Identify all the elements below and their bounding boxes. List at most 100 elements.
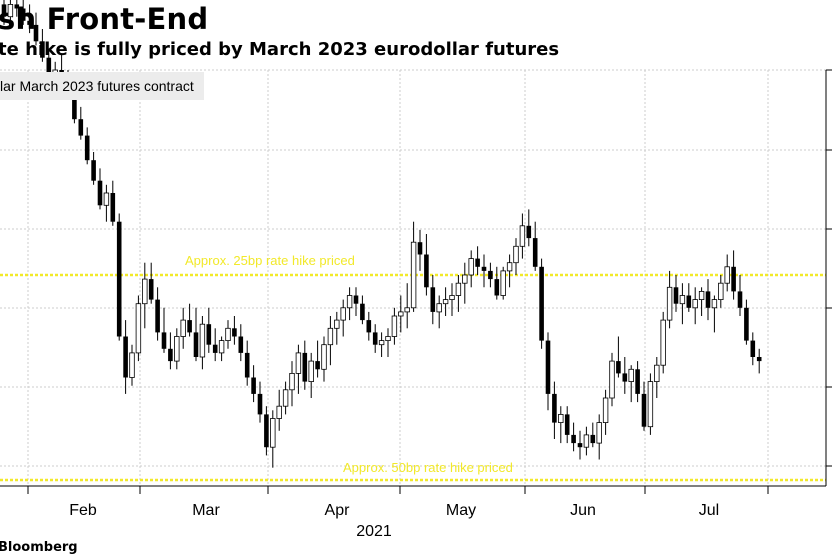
candle-65: [417, 229, 423, 271]
candle-body: [346, 295, 353, 309]
candle-44: [282, 381, 289, 415]
candle-body: [84, 135, 90, 161]
candle-body: [1, 4, 7, 17]
candle-body: [168, 348, 173, 362]
x-tick-label-1: Mar: [192, 502, 220, 519]
candle-body: [110, 193, 116, 222]
candle-body: [40, 41, 45, 58]
candle-83: [532, 221, 538, 271]
candle-body: [295, 352, 302, 374]
candle-body: [282, 389, 289, 407]
right-y-axis: [825, 69, 832, 486]
candle-body: [705, 291, 711, 308]
candle-84: [539, 258, 544, 349]
candle-74: [475, 246, 480, 275]
candle-body: [545, 340, 551, 394]
candle-105: [673, 275, 679, 312]
candle-body: [724, 266, 730, 284]
candle-body: [155, 299, 160, 333]
candle-body: [666, 286, 673, 321]
candle-body: [481, 266, 487, 271]
candle-body: [744, 307, 749, 341]
candle-body: [161, 332, 167, 349]
annotation-label-0: Approx. 25bp rate hike priced: [185, 253, 355, 268]
candle-58: [372, 324, 378, 353]
candle-body: [103, 192, 110, 206]
candle-body: [417, 242, 423, 255]
candle-body: [647, 381, 654, 428]
candle-body: [321, 344, 327, 370]
candle-body: [264, 414, 269, 448]
candle-18: [116, 213, 122, 341]
candle-body: [698, 290, 705, 300]
candle-31: [199, 316, 206, 370]
candle-68: [436, 295, 442, 329]
candle-body: [148, 279, 154, 300]
x-tick-label-2: Apr: [325, 502, 351, 519]
candle-103: [660, 311, 666, 374]
candle-body: [308, 360, 314, 383]
candle-body: [27, 20, 32, 25]
candle-body: [206, 324, 212, 345]
candle-5: [33, 12, 39, 46]
candle-body: [218, 340, 225, 354]
candle-71: [455, 275, 462, 312]
candle-42: [270, 410, 276, 468]
candle-30: [193, 307, 199, 362]
x-year-label: 2021: [356, 523, 392, 540]
candle-body: [232, 328, 237, 337]
candle-body: [360, 303, 365, 321]
candle-body: [385, 336, 391, 341]
candle-34: [218, 336, 225, 362]
candle-82: [526, 209, 532, 247]
candle-40: [257, 381, 263, 423]
candle-body: [302, 352, 308, 382]
candle-body: [455, 282, 462, 296]
candle-body: [628, 368, 634, 382]
candle-body: [583, 434, 590, 448]
candle-body: [462, 274, 468, 284]
candle-95: [609, 352, 615, 407]
candle-body: [391, 315, 398, 337]
candle-56: [360, 295, 365, 325]
candle-body: [193, 332, 199, 357]
candle-90: [577, 430, 583, 460]
candle-45: [289, 361, 295, 407]
candle-body: [46, 57, 52, 75]
candle-86: [552, 381, 557, 439]
candle-body: [635, 369, 640, 394]
candle-38: [244, 340, 250, 386]
x-tick-label-4: Jun: [570, 502, 596, 519]
candle-110: [705, 279, 711, 321]
candle-75: [481, 254, 487, 288]
candle-body: [340, 307, 346, 321]
candle-body: [91, 160, 96, 181]
x-axis: Feb Mar Apr May Jun Jul 2021: [0, 485, 826, 540]
candle-22: [142, 262, 148, 329]
candle-body: [686, 295, 692, 308]
candle-54: [346, 287, 353, 321]
candle-101: [647, 373, 654, 435]
candle-body: [500, 270, 506, 296]
candle-body: [404, 307, 410, 313]
candle-body: [750, 340, 756, 357]
candle-23: [148, 262, 154, 304]
candle-body: [577, 443, 583, 448]
candle-body: [506, 262, 513, 272]
candle-body: [590, 434, 596, 444]
candle-59: [378, 332, 385, 357]
candle-49: [315, 340, 320, 378]
candle-body: [436, 303, 442, 313]
candle-body: [430, 287, 436, 312]
candle-66: [424, 234, 429, 296]
candle-body: [142, 278, 148, 305]
candle-48: [308, 352, 314, 398]
candle-113: [724, 254, 730, 292]
candle-body: [641, 393, 647, 427]
candle-body: [539, 266, 544, 341]
candle-50: [321, 336, 327, 382]
chart-subtitle: te hike is fully priced by March 2023 eu…: [0, 39, 560, 60]
candle-body: [353, 295, 359, 304]
candle-53: [340, 299, 346, 337]
candle-body: [692, 299, 698, 309]
